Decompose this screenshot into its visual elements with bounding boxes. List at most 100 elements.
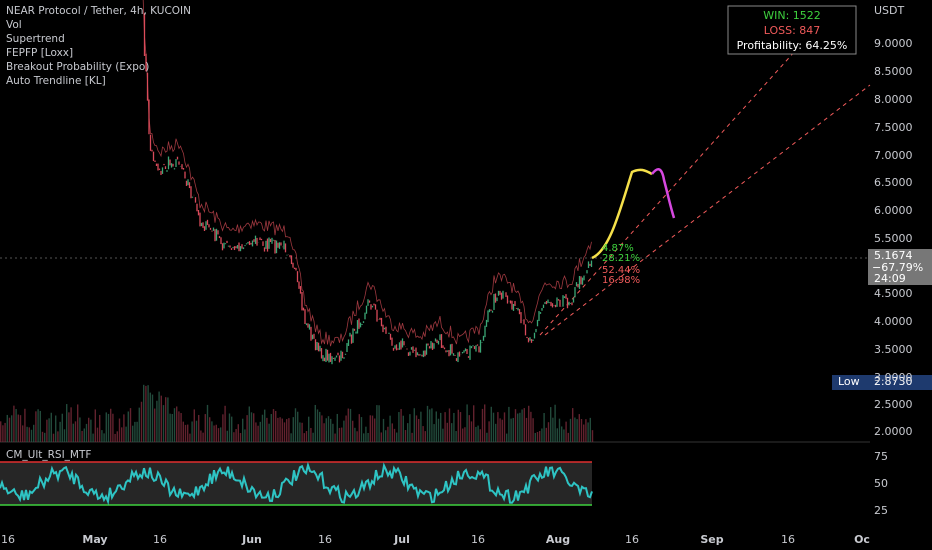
volume-bar (583, 424, 585, 442)
price-label: 6.5000 (874, 176, 913, 189)
volume-bar (556, 428, 558, 442)
volume-bar (17, 414, 19, 442)
symbol-title: NEAR Protocol / Tether, 4h, KUCOIN (6, 5, 191, 17)
volume-bar (545, 427, 547, 442)
volume-bar (129, 408, 132, 442)
breakout-prob: 52.44% (602, 265, 640, 276)
volume-bar (228, 413, 231, 442)
volume-bar (349, 408, 352, 442)
volume-bar (244, 429, 246, 442)
volume-bar (118, 418, 121, 442)
volume-bar (134, 421, 136, 442)
volume-bar (530, 411, 532, 442)
volume-bar (536, 431, 539, 442)
breakout-prob: 4.87% (602, 243, 634, 254)
volume-bar (272, 409, 275, 442)
volume-bar (107, 413, 110, 442)
volume-bar (539, 430, 541, 442)
currency: USDT (874, 4, 905, 17)
volume-bar (191, 421, 193, 442)
volume-bar (4, 422, 6, 442)
volume-bar (33, 424, 35, 442)
volume-bar (426, 405, 429, 442)
volume-bar (495, 423, 497, 442)
volume-bar (563, 429, 565, 442)
volume-bar (305, 431, 308, 442)
last-price: 5.1674 (874, 249, 913, 262)
volume-bar (283, 422, 286, 442)
volume-bar (204, 414, 206, 442)
volume-bar (369, 415, 371, 442)
rsi-line (0, 461, 593, 506)
volume-bar (321, 415, 323, 442)
volume-bar (281, 418, 283, 442)
volume-bar (470, 421, 473, 442)
volume-bar (171, 413, 173, 442)
volume-bar (44, 432, 46, 442)
volume-bar (550, 407, 552, 442)
time-label: 16 (153, 533, 167, 546)
volume-bar (519, 412, 521, 442)
volume-bar (8, 417, 11, 442)
volume-bar (35, 411, 37, 442)
price-label: 4.5000 (874, 287, 913, 300)
volume-bar (246, 415, 248, 442)
volume-bar (48, 418, 50, 442)
volume-bar (50, 412, 52, 442)
volume-bar (140, 401, 143, 442)
volume-bar (121, 427, 123, 442)
volume-bar (125, 426, 127, 442)
volume-bar (418, 418, 420, 442)
volume-bar (552, 417, 554, 442)
volume-bar (541, 428, 543, 442)
volume-bar (475, 426, 477, 442)
volume-bar (332, 423, 334, 442)
volume-bar (308, 416, 310, 442)
volume-bar (501, 419, 503, 442)
volume-bar (193, 409, 195, 442)
price-label: 7.0000 (874, 149, 913, 162)
volume-bar (440, 412, 442, 442)
low-box (832, 375, 932, 390)
volume-bar (585, 419, 587, 442)
volume-bar (561, 426, 563, 442)
volume-bar (101, 430, 103, 442)
volume-bar (83, 428, 85, 442)
volume-bar (112, 413, 114, 442)
volume-bar (209, 417, 211, 442)
volume-bar (433, 424, 435, 442)
volume-bar (314, 404, 316, 442)
volume-bar (365, 426, 367, 442)
volume-bar (103, 433, 105, 442)
volume-bar (455, 431, 457, 442)
volume-bar (66, 404, 68, 442)
volume-bar (268, 423, 270, 442)
time-label: 16 (625, 533, 639, 546)
volume-bar (457, 409, 459, 442)
volume-bar (525, 417, 528, 442)
low-label: Low (838, 375, 860, 388)
volume-bar (59, 421, 61, 442)
volume-bar (481, 408, 484, 442)
price-label: 2.0000 (874, 425, 913, 438)
volume-bar (182, 421, 184, 442)
volume-bar (422, 426, 424, 442)
volume-bar (534, 432, 536, 442)
volume-bar (389, 415, 391, 442)
volume-bar (261, 414, 264, 442)
volume-bar (356, 431, 358, 442)
volume-bar (572, 408, 574, 442)
volume-bar (184, 424, 187, 442)
volume-bar (215, 424, 217, 442)
volume-bar (169, 413, 171, 442)
volume-bar (94, 409, 96, 442)
volume-bar (202, 432, 204, 442)
volume-bar (451, 423, 453, 442)
price-label: 6.0000 (874, 204, 913, 217)
time-label: Oc (854, 533, 870, 546)
price-label: 5.5000 (874, 232, 913, 245)
volume-bar (275, 410, 277, 442)
volume-bar (11, 415, 13, 442)
trendline-upper (539, 39, 806, 336)
volume-bar (235, 429, 237, 442)
